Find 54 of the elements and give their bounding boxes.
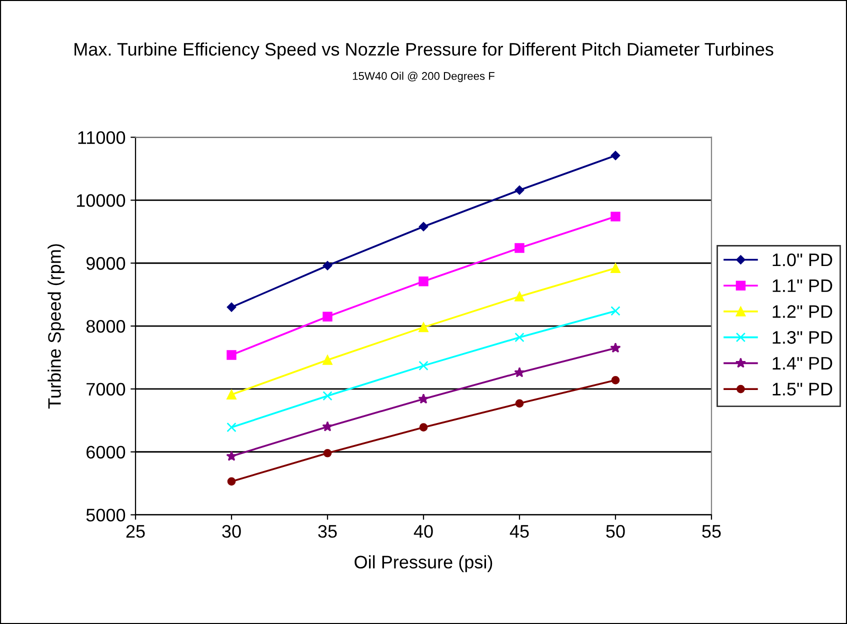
y-axis-title: Turbine Speed (rpm) (48, 244, 64, 409)
point (322, 421, 333, 432)
point (418, 222, 428, 232)
point (610, 342, 621, 353)
point (322, 391, 332, 401)
point (227, 477, 236, 486)
x-tick-label: 50 (606, 525, 625, 538)
point (226, 422, 236, 432)
point (611, 376, 620, 384)
x-tick-label: 55 (702, 525, 721, 538)
point (419, 423, 428, 432)
point (322, 312, 332, 322)
x-axis-title: Oil Pressure (psi) (354, 555, 492, 572)
point (226, 390, 236, 400)
point (418, 393, 429, 404)
legend-label: 1.2" PD (772, 305, 832, 318)
point (610, 150, 620, 160)
point (418, 360, 428, 371)
point (322, 355, 332, 365)
x-tick-label: 40 (414, 525, 433, 538)
y-tick-label: 11000 (78, 131, 126, 144)
y-tick-label: 9000 (86, 257, 126, 270)
point (226, 350, 236, 360)
legend-label: 1.4" PD (772, 357, 832, 370)
point (514, 332, 524, 342)
point (514, 292, 524, 302)
point (514, 243, 524, 253)
chart-title: Max. Turbine Efficiency Speed vs Nozzle Pressure for Different Pitch Diameter Turbines (74, 42, 774, 60)
x-tick-label: 35 (318, 525, 337, 538)
point (226, 450, 237, 461)
point (514, 186, 524, 195)
legend-label: 1.3" PD (772, 331, 832, 344)
x-tick-label: 45 (510, 525, 529, 538)
legend-label: 1.0" PD (772, 253, 832, 266)
point (323, 448, 332, 458)
point (322, 261, 332, 270)
chart-subtitle: 15W40 Oil @ 200 Degrees F (352, 72, 494, 82)
y-tick-label: 5000 (86, 508, 126, 522)
legend-label: 1.5" PD (772, 382, 832, 396)
point (610, 306, 620, 316)
point (515, 399, 524, 408)
y-tick-label: 10000 (76, 194, 126, 207)
point (418, 276, 428, 286)
y-tick-label: 6000 (86, 446, 126, 459)
point (610, 263, 620, 274)
x-tick-label: 25 (126, 525, 145, 538)
legend-label: 1.1" PD (772, 280, 832, 292)
point (514, 367, 525, 378)
point (610, 212, 620, 222)
point (226, 302, 236, 312)
y-tick-label: 7000 (86, 382, 126, 396)
x-tick-label: 30 (222, 525, 241, 538)
point (418, 322, 428, 332)
y-tick-label: 8000 (86, 320, 126, 333)
